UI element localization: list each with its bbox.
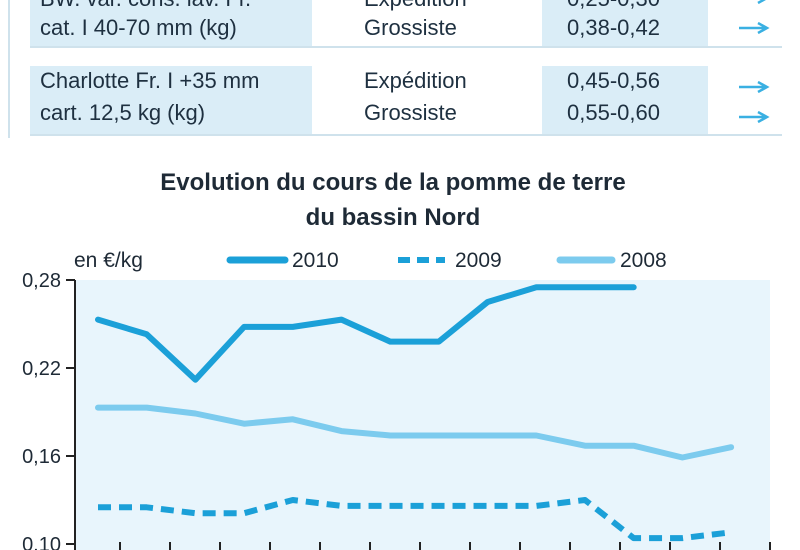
price-cell: 0,45-0,56 0,55-0,60 xyxy=(542,66,708,134)
stage-label: Grossiste xyxy=(364,100,457,125)
table-row: BW. var. cons. lav. Fr. cat. I 40-70 mm … xyxy=(30,0,782,48)
right-arrow-icon xyxy=(757,0,766,4)
product-cell: Charlotte Fr. I +35 mm cart. 12,5 kg (kg… xyxy=(30,66,312,134)
price-cell: 0,25-0,30 0,38-0,42 xyxy=(542,0,708,46)
price-range: 0,55-0,60 xyxy=(567,100,660,125)
right-arrow-icon xyxy=(739,22,770,34)
chart-subtitle: du bassin Nord xyxy=(305,204,481,231)
price-range: 0,38-0,42 xyxy=(567,15,660,40)
price-range: 0,25-0,30 xyxy=(567,0,660,14)
stage-label: Grossiste xyxy=(364,15,457,40)
chart-title: Evolution du cours de la pomme de terre xyxy=(160,169,626,196)
stage-cell: Expédition Grossiste xyxy=(312,66,542,134)
right-arrow-icon xyxy=(739,111,770,123)
right-arrow-icon xyxy=(739,81,770,93)
table-row: Charlotte Fr. I +35 mm cart. 12,5 kg (kg… xyxy=(30,66,782,136)
stage-label: Expédition xyxy=(364,0,467,14)
trend-cell xyxy=(708,66,782,134)
product-cell: BW. var. cons. lav. Fr. cat. I 40-70 mm … xyxy=(30,0,312,46)
table-left-border xyxy=(8,0,10,138)
stage-cell: Expédition Grossiste xyxy=(312,0,542,46)
product-name: BW. var. cons. lav. Fr. xyxy=(40,0,251,14)
product-spec: cart. 12,5 kg (kg) xyxy=(40,100,206,125)
price-range: 0,45-0,56 xyxy=(567,68,660,93)
product-spec: cat. I 40-70 mm (kg) xyxy=(40,15,237,40)
trend-cell xyxy=(708,0,782,46)
product-name: Charlotte Fr. I +35 mm xyxy=(40,68,260,93)
price-table: BW. var. cons. lav. Fr. cat. I 40-70 mm … xyxy=(0,0,800,140)
stage-label: Expédition xyxy=(364,68,467,93)
